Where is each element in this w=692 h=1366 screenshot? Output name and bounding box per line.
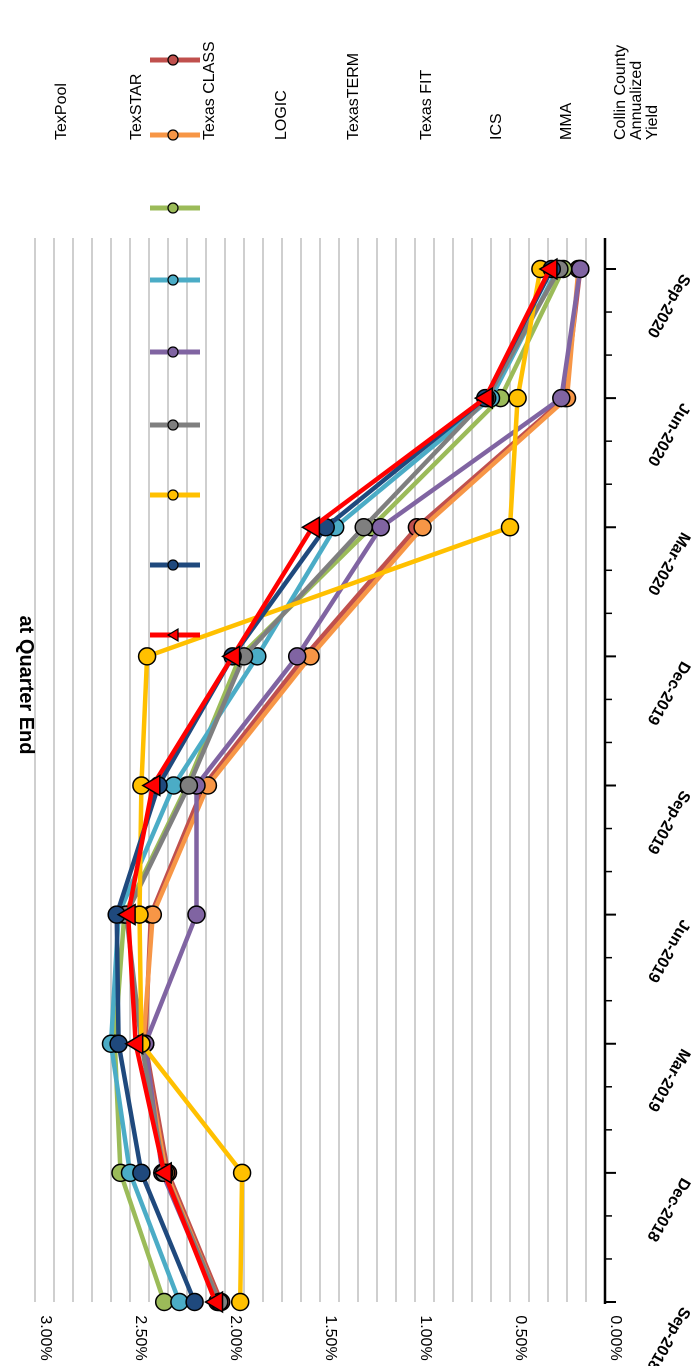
- category-tick-label: Dec-2018: [643, 1175, 692, 1244]
- data-point-marker: [221, 645, 241, 668]
- legend-label-line: MMA: [558, 102, 575, 140]
- legend-item: TexasTERM: [150, 53, 362, 358]
- data-point-marker: [141, 774, 161, 797]
- gridlines: [34, 238, 587, 1302]
- legend-label-line: TexasTERM: [345, 53, 362, 140]
- data-point-marker: [500, 518, 520, 537]
- category-tick-label: Sep-2020: [643, 271, 692, 340]
- legend-marker: [167, 129, 179, 141]
- value-tick-label: 0.50%: [512, 1315, 529, 1360]
- legend-label-line: Texas FIT: [418, 70, 435, 140]
- category-tick-label: Jun-2019: [644, 917, 692, 986]
- series-layer: [101, 257, 590, 1314]
- tick-labels: 0.00% 0.50% 1.00% 1.50% 2.00% 2.50% 3.00% Sep-2…: [37, 271, 692, 1366]
- legend-marker: [167, 559, 179, 571]
- legend-item: Collin CountyAnnualizedYield: [150, 45, 661, 643]
- legend-marker: [167, 346, 179, 358]
- category-tick-label: Mar-2020: [644, 529, 692, 598]
- legend-label-line: Collin County: [612, 45, 629, 140]
- data-point-marker: [116, 903, 136, 926]
- legend-label: MMA: [558, 102, 575, 140]
- category-tick-label: Sep-2018: [643, 1304, 692, 1366]
- legend-label: Collin CountyAnnualizedYield: [612, 45, 661, 140]
- data-point-marker: [300, 515, 321, 539]
- data-point-marker: [152, 1161, 172, 1185]
- legend-label-line: TexSTAR: [128, 74, 145, 140]
- legend-label: TexPool: [53, 83, 70, 140]
- legend-marker: [167, 54, 179, 66]
- category-tick-label: Mar-2019: [644, 1046, 692, 1115]
- value-tick-label: 3.00%: [37, 1315, 54, 1360]
- data-point-marker: [132, 1163, 151, 1183]
- legend-label: ICS: [488, 113, 505, 140]
- value-tick-label: 2.00%: [227, 1315, 244, 1360]
- data-point-marker: [287, 647, 307, 666]
- value-tick-label: 1.00%: [417, 1315, 434, 1360]
- category-tick-label: Jun-2020: [644, 400, 692, 469]
- legend-label: TexasTERM: [345, 53, 362, 140]
- data-point-marker: [552, 388, 571, 408]
- series-logic: [101, 259, 567, 1312]
- legend-item: MMA: [150, 102, 575, 571]
- value-tick-label: 1.50%: [322, 1315, 339, 1360]
- series-texasterm: [135, 259, 590, 1312]
- chart-title: at Quarter End: [15, 616, 37, 755]
- legend-item: Texas CLASS: [150, 41, 218, 214]
- legend-label-line: Yield: [644, 105, 661, 140]
- data-point-marker: [571, 259, 590, 279]
- legend-label: Texas FIT: [418, 70, 435, 140]
- data-point-marker: [473, 386, 494, 410]
- data-point-marker: [137, 647, 157, 666]
- legend-item: ICS: [150, 113, 505, 501]
- data-point-marker: [413, 518, 432, 537]
- legend-label: LOGIC: [273, 90, 290, 140]
- legend: TexPool TexSTAR Texas CLASS LOGIC TexasTERM T…: [53, 41, 661, 643]
- data-point-marker: [538, 257, 558, 281]
- legend-label-line: Texas CLASS: [201, 41, 218, 140]
- axes: [603, 238, 616, 1304]
- data-point-marker: [508, 388, 527, 408]
- data-point-marker: [354, 518, 373, 537]
- legend-marker: [167, 419, 179, 431]
- category-tick-label: Sep-2019: [643, 788, 692, 857]
- data-point-marker: [185, 1292, 204, 1312]
- data-point-marker: [179, 776, 199, 795]
- data-point-marker: [124, 1032, 144, 1056]
- legend-item: TexSTAR: [128, 74, 200, 141]
- legend-label-line: ICS: [488, 113, 505, 140]
- legend-item: TexPool: [53, 54, 200, 140]
- legend-label: TexSTAR: [128, 74, 145, 140]
- legend-item: Texas FIT: [150, 70, 435, 431]
- legend-label-line: LOGIC: [273, 90, 290, 140]
- data-point-marker: [187, 905, 206, 924]
- data-point-marker: [170, 1292, 189, 1312]
- legend-label: Texas CLASS: [201, 41, 218, 140]
- legend-label-line: TexPool: [53, 83, 70, 140]
- data-point-marker: [204, 1290, 224, 1314]
- legend-item: LOGIC: [150, 90, 290, 286]
- category-tick-label: Dec-2019: [643, 658, 692, 727]
- legend-marker: [166, 627, 179, 643]
- legend-label-line: Annualized: [628, 61, 645, 140]
- series-collin-county-annualized-yield: [116, 257, 558, 1314]
- data-point-marker: [371, 518, 391, 537]
- data-point-marker: [230, 1292, 250, 1312]
- legend-marker: [167, 274, 179, 286]
- legend-marker: [167, 202, 179, 214]
- data-point-marker: [232, 1163, 252, 1183]
- value-tick-label: 0.00%: [607, 1315, 624, 1360]
- value-tick-label: 2.50%: [132, 1315, 149, 1360]
- legend-marker: [167, 489, 179, 501]
- series-texas-fit: [116, 259, 569, 1312]
